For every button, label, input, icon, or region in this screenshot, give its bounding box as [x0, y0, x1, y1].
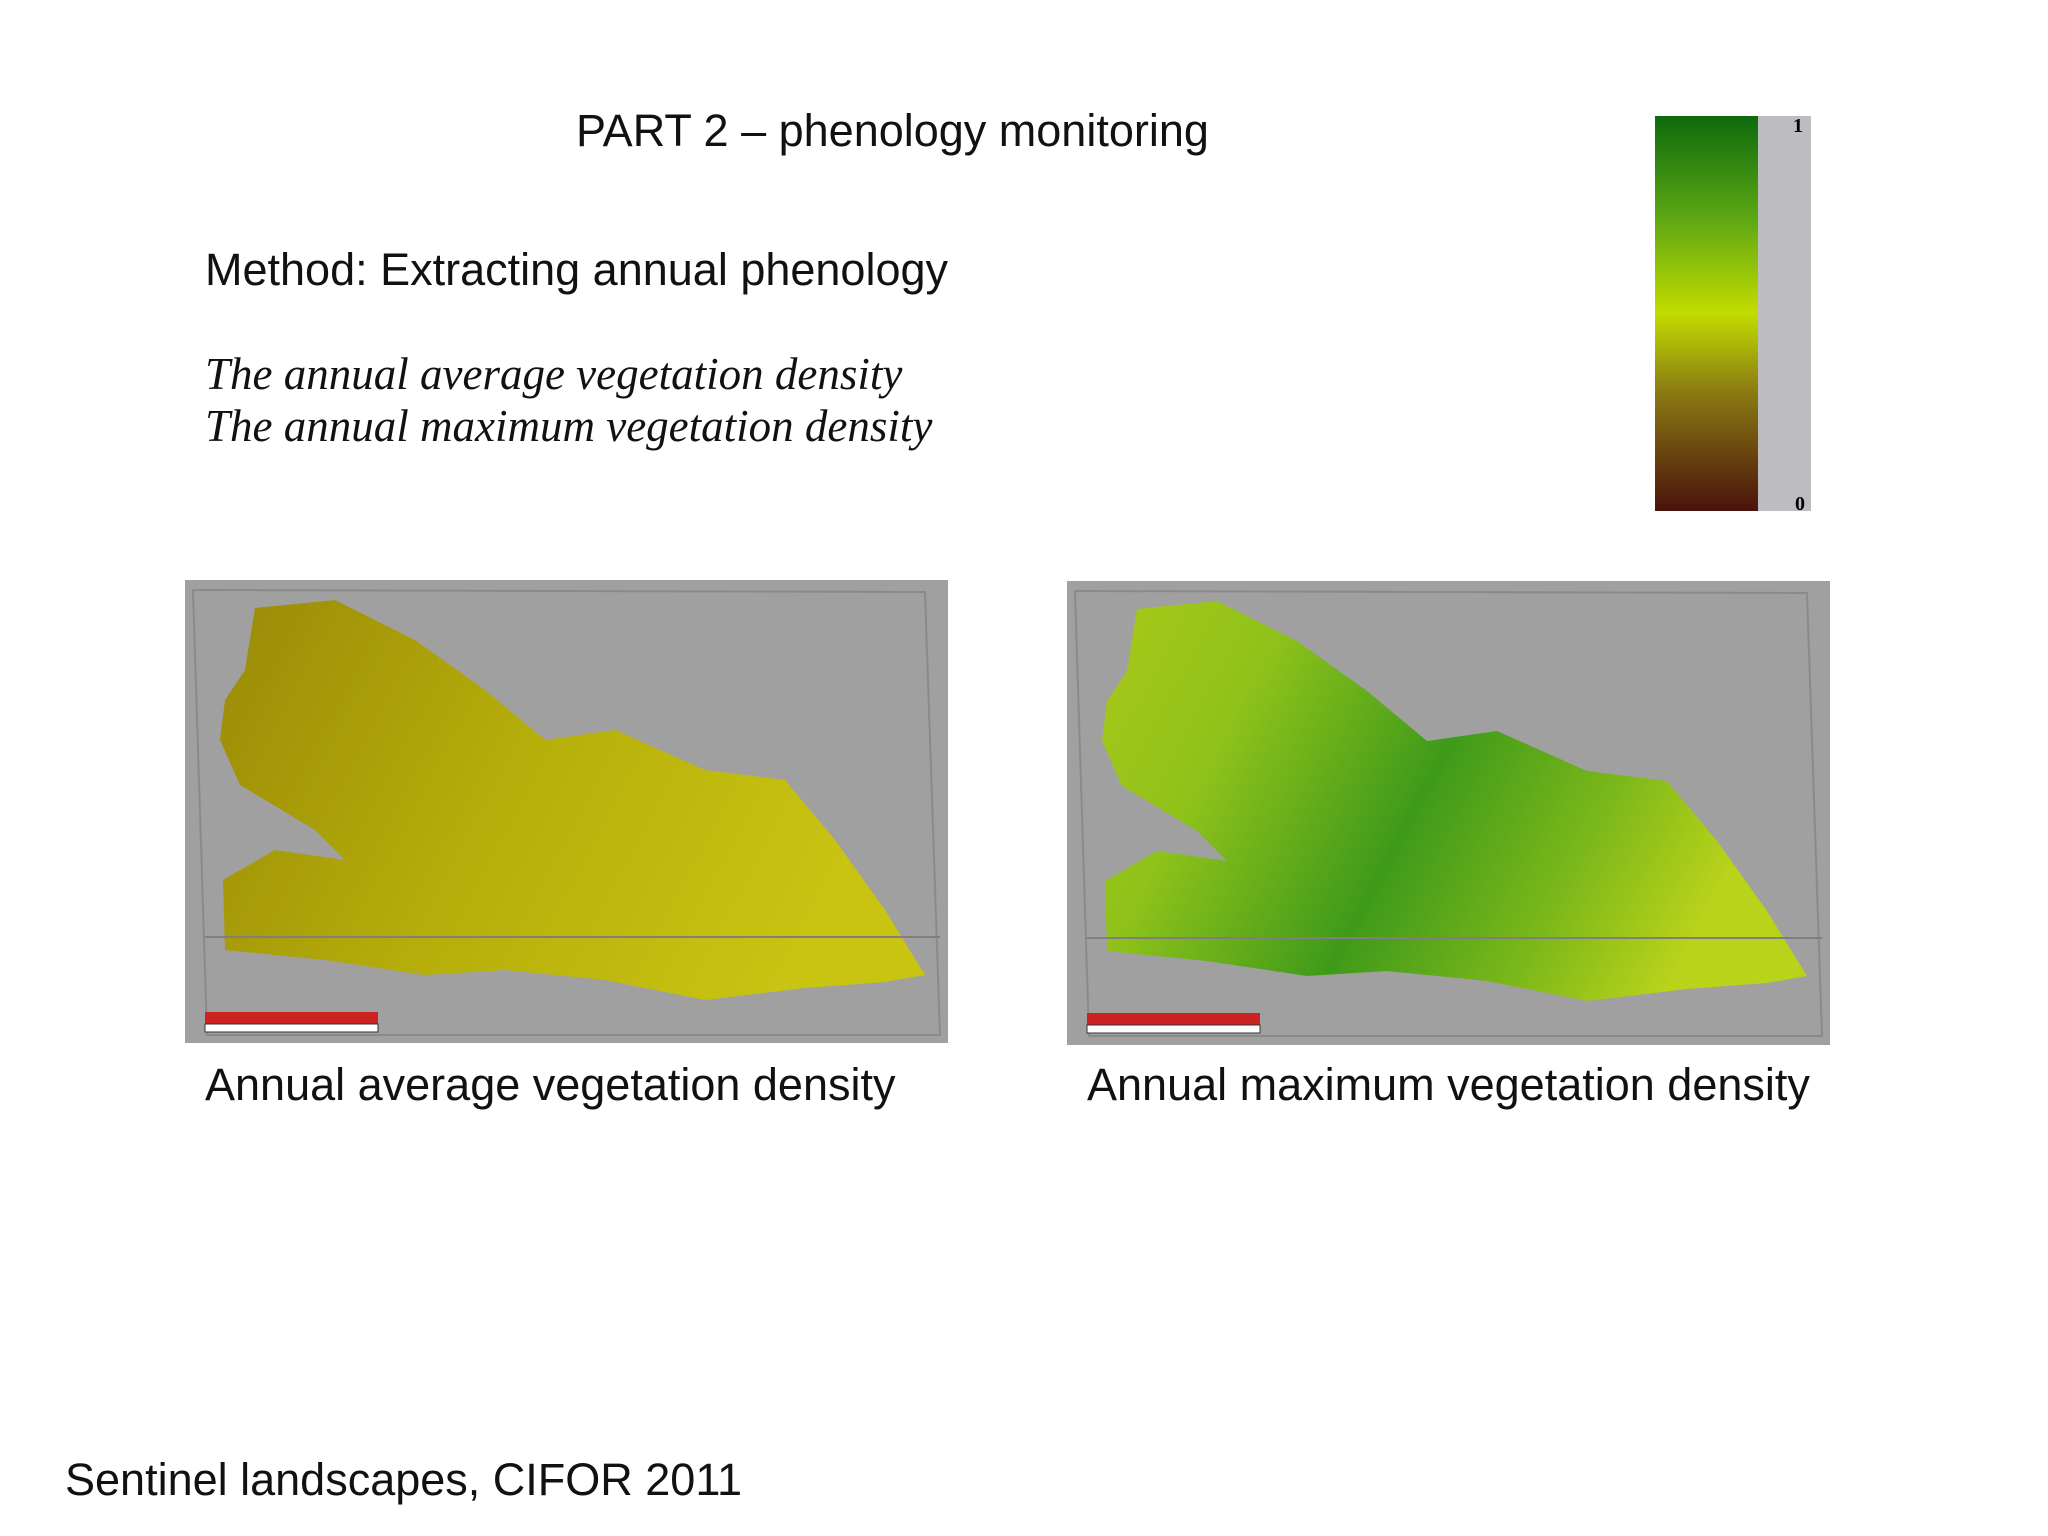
map-maximum [1067, 581, 1830, 1045]
footer: Sentinel landscapes, CIFOR 2011 [65, 1454, 743, 1505]
slide-title: PART 2 – phenology monitoring [576, 105, 1209, 156]
method-line: The annual average vegetation density [205, 349, 903, 399]
map-caption: Annual maximum vegetation density [1087, 1059, 1810, 1110]
legend-max: 1 [1793, 116, 1803, 137]
map-caption: Annual average vegetation density [205, 1059, 896, 1110]
method-heading: Method: Extracting annual phenology [205, 244, 949, 295]
legend-strip [1758, 116, 1811, 511]
method-line: The annual maximum vegetation density [205, 401, 933, 451]
color-ramp [1655, 116, 1758, 511]
legend-min: 0 [1795, 493, 1805, 515]
color-legend: 1 0 [1655, 116, 1811, 515]
map-average [185, 580, 948, 1043]
